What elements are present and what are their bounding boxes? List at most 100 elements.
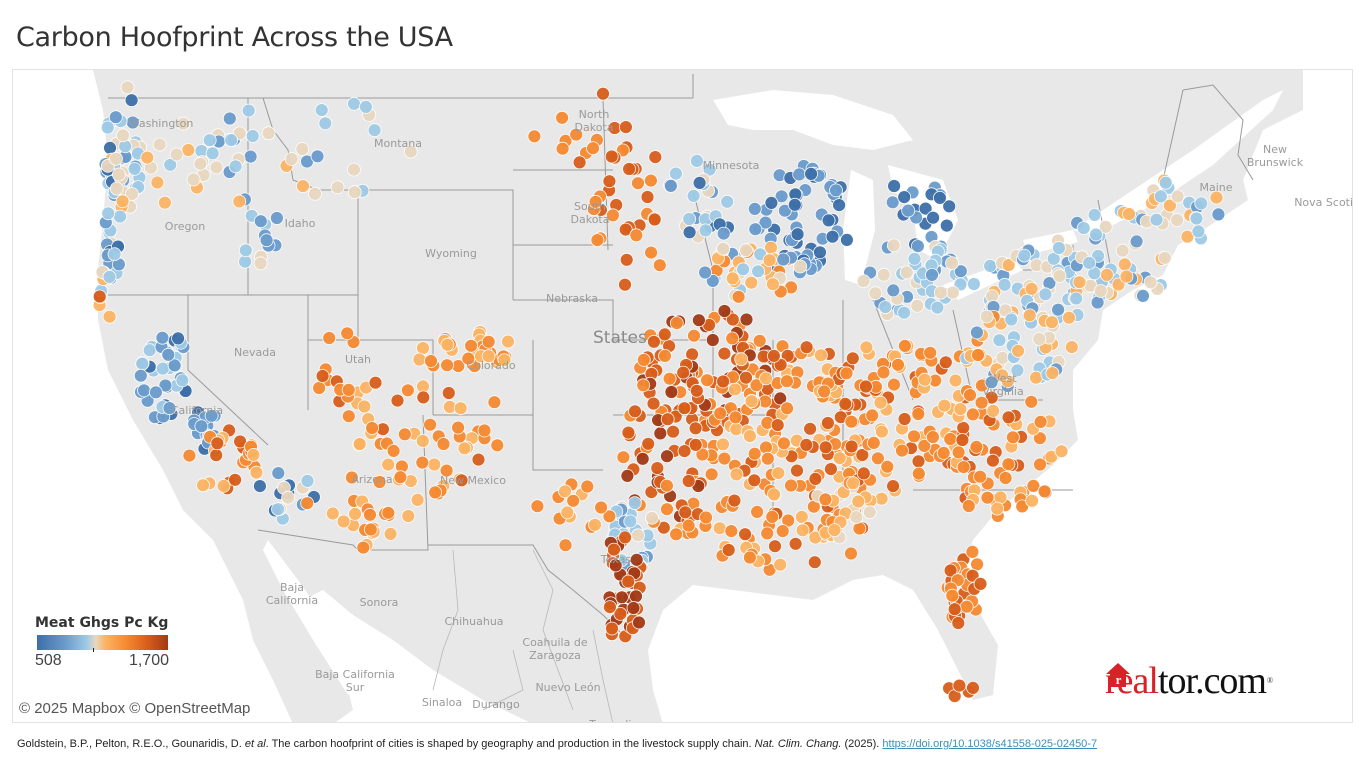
city-dot[interactable] xyxy=(1158,175,1173,190)
city-dot[interactable] xyxy=(963,388,977,403)
city-dot[interactable] xyxy=(725,312,740,327)
city-dot[interactable] xyxy=(636,378,651,393)
city-dot[interactable] xyxy=(1001,410,1016,425)
city-dot[interactable] xyxy=(979,309,994,324)
city-dot[interactable] xyxy=(1037,484,1052,499)
city-dot[interactable] xyxy=(148,385,163,400)
city-dot[interactable] xyxy=(641,436,656,451)
city-dot[interactable] xyxy=(481,334,496,349)
city-dot[interactable] xyxy=(970,325,984,340)
city-dot[interactable] xyxy=(874,491,889,506)
city-dot[interactable] xyxy=(253,214,268,229)
city-dot[interactable] xyxy=(1045,366,1060,381)
city-dot[interactable] xyxy=(868,286,883,301)
city-dot[interactable] xyxy=(596,86,610,101)
city-dot[interactable] xyxy=(873,395,888,410)
city-dot[interactable] xyxy=(852,521,867,536)
city-dot[interactable] xyxy=(765,509,780,524)
city-dot[interactable] xyxy=(341,409,356,424)
city-dot[interactable] xyxy=(844,546,858,561)
city-dot[interactable] xyxy=(955,433,970,447)
city-dot[interactable] xyxy=(660,449,674,464)
city-dot[interactable] xyxy=(401,509,416,523)
city-dot[interactable] xyxy=(296,179,310,193)
city-dot[interactable] xyxy=(603,600,617,614)
city-dot[interactable] xyxy=(604,149,619,164)
city-dot[interactable] xyxy=(729,422,744,437)
city-dot[interactable] xyxy=(682,225,697,240)
city-dot[interactable] xyxy=(824,462,838,477)
city-dot[interactable] xyxy=(832,198,846,213)
city-dot[interactable] xyxy=(793,259,808,274)
city-dot[interactable] xyxy=(689,383,704,398)
city-dot[interactable] xyxy=(1062,310,1076,325)
city-dot[interactable] xyxy=(1211,207,1226,222)
city-dot[interactable] xyxy=(866,435,881,450)
city-dot[interactable] xyxy=(155,330,170,345)
city-dot[interactable] xyxy=(1001,258,1016,273)
city-dot[interactable] xyxy=(1089,227,1103,242)
city-dot[interactable] xyxy=(253,256,268,271)
city-dot[interactable] xyxy=(677,444,692,459)
city-dot[interactable] xyxy=(330,180,345,195)
city-dot[interactable] xyxy=(652,258,667,273)
city-dot[interactable] xyxy=(776,252,791,267)
city-dot[interactable] xyxy=(648,150,663,164)
city-dot[interactable] xyxy=(845,351,860,366)
city-dot[interactable] xyxy=(631,528,645,543)
city-dot[interactable] xyxy=(790,227,805,242)
city-dot[interactable] xyxy=(653,426,668,441)
city-dot[interactable] xyxy=(383,526,398,541)
city-dot[interactable] xyxy=(1143,275,1158,290)
city-dot[interactable] xyxy=(618,277,632,292)
city-dot[interactable] xyxy=(471,452,486,467)
city-dot[interactable] xyxy=(116,128,130,143)
city-dot[interactable] xyxy=(555,110,569,125)
city-dot[interactable] xyxy=(681,518,696,533)
city-dot[interactable] xyxy=(281,490,296,505)
city-dot[interactable] xyxy=(936,445,951,460)
city-dot[interactable] xyxy=(702,162,717,177)
city-dot[interactable] xyxy=(792,167,807,182)
city-dot[interactable] xyxy=(795,523,810,538)
city-dot[interactable] xyxy=(205,146,220,161)
city-dot[interactable] xyxy=(736,262,750,277)
city-dot[interactable] xyxy=(700,373,714,388)
city-dot[interactable] xyxy=(150,175,165,190)
city-dot[interactable] xyxy=(716,437,730,452)
city-dot[interactable] xyxy=(887,179,901,193)
city-dot[interactable] xyxy=(966,681,980,695)
city-dot[interactable] xyxy=(1090,295,1105,310)
city-dot[interactable] xyxy=(490,438,505,453)
city-dot[interactable] xyxy=(269,211,284,225)
city-dot[interactable] xyxy=(747,201,762,216)
city-dot[interactable] xyxy=(216,478,231,493)
city-dot[interactable] xyxy=(271,466,286,481)
city-dot[interactable] xyxy=(871,451,885,466)
city-dot[interactable] xyxy=(886,479,900,494)
city-dot[interactable] xyxy=(825,229,840,244)
city-dot[interactable] xyxy=(966,407,980,422)
city-dot[interactable] xyxy=(878,300,893,315)
city-dot[interactable] xyxy=(739,243,753,258)
city-dot[interactable] xyxy=(416,390,431,405)
city-dot[interactable] xyxy=(124,93,139,108)
city-dot[interactable] xyxy=(347,162,361,177)
city-dot[interactable] xyxy=(686,189,701,203)
city-dot[interactable] xyxy=(252,479,267,494)
city-dot[interactable] xyxy=(363,522,378,537)
city-dot[interactable] xyxy=(983,258,997,273)
city-dot[interactable] xyxy=(773,557,788,572)
city-dot[interactable] xyxy=(358,100,373,114)
city-dot[interactable] xyxy=(619,120,633,134)
city-dot[interactable] xyxy=(1180,229,1195,244)
city-dot[interactable] xyxy=(959,599,974,614)
city-dot[interactable] xyxy=(109,181,124,196)
city-dot[interactable] xyxy=(768,539,782,554)
city-dot[interactable] xyxy=(440,358,455,373)
city-dot[interactable] xyxy=(666,424,680,439)
city-dot[interactable] xyxy=(356,540,371,555)
city-dot[interactable] xyxy=(162,401,177,416)
city-dot[interactable] xyxy=(725,271,740,286)
city-dot[interactable] xyxy=(844,414,859,429)
